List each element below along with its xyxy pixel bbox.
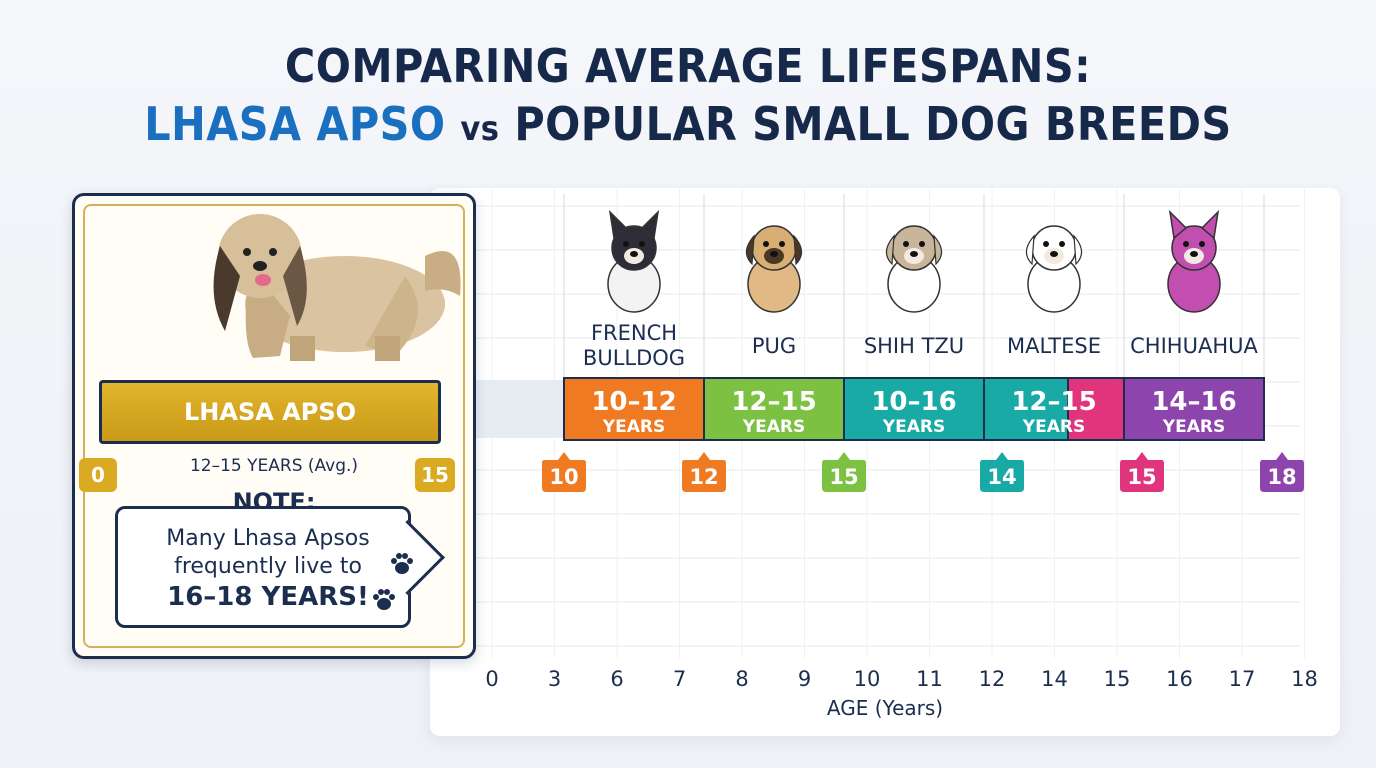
value-pin (542, 452, 586, 492)
x-tick-label: 15 (1104, 667, 1131, 691)
x-tick-label: 7 (673, 667, 686, 691)
value-pin-label: 15 (1127, 465, 1156, 489)
french-bulldog-illustration (607, 209, 661, 313)
title-highlight: LHASA APSO (144, 97, 446, 151)
lifespan-chart: 0 3 6 7 8 9 10 11 12 14 15 16 17 1810–12YEARSFRENCHBU… (430, 188, 1318, 691)
lhasa-apso-bar: LHASA APSO (99, 380, 441, 444)
paw-print-icon (391, 553, 413, 574)
value-pin-label: 18 (1267, 465, 1296, 489)
bar-unit-label: YEARS (882, 417, 945, 437)
x-tick-label: 3 (548, 667, 561, 691)
breed-name-label: BULLDOG (583, 346, 685, 370)
value-pin (1120, 452, 1164, 492)
bar-range-label: 10–12 (591, 387, 676, 417)
lhasa-apso-illustration (213, 214, 461, 361)
bar-unit-label: YEARS (1162, 417, 1225, 437)
note-emphasis: 16–18 YEARS! (167, 582, 369, 612)
title-line-2: LHASA APSO vs POPULAR SMALL DOG BREEDS (69, 94, 1307, 159)
value-pin-label: 10 (549, 465, 578, 489)
maltese-illustration (1025, 225, 1083, 313)
shih-tzu-illustration (885, 225, 943, 313)
value-pin (1260, 452, 1304, 492)
title-line-1: COMPARING AVERAGE LIFESPANS: (284, 39, 1092, 93)
bar-pug (703, 377, 845, 441)
value-pin-label: 14 (987, 465, 1016, 489)
lhasa-apso-card: LHASA APSO 12–15 YEARS (Avg.) 0 15 NOTE:… (72, 193, 476, 659)
bar-shih-tzu (843, 377, 985, 441)
value-pin-label: 15 (829, 465, 858, 489)
x-tick-label: 6 (610, 667, 623, 691)
bar-range-label: 12–15 (1011, 387, 1096, 417)
x-tick-label: 14 (1041, 667, 1068, 691)
title-rest: POPULAR SMALL DOG BREEDS (514, 97, 1232, 151)
pug-illustration (745, 225, 803, 313)
bar-chihuahua (1123, 377, 1265, 441)
breed-name-label: PUG (752, 334, 796, 358)
bar-unit-label: YEARS (1022, 417, 1085, 437)
lhasa-end-pin: 15 (415, 458, 455, 492)
bar-range-label: 14–16 (1151, 387, 1236, 417)
bar-range-label: 12–15 (731, 387, 816, 417)
x-tick-label: 11 (916, 667, 943, 691)
lhasa-start-pin: 0 (79, 458, 117, 492)
note-text: Many Lhasa Apsos frequently live to 16–1… (128, 525, 408, 611)
value-pin (822, 452, 866, 492)
x-tick-label: 17 (1229, 667, 1256, 691)
note-line-2: frequently live to (174, 554, 362, 579)
x-tick-label: 8 (735, 667, 748, 691)
bar-unit-label: YEARS (602, 417, 665, 437)
breed-name-label: SHIH TZU (864, 334, 964, 358)
bar-maltese-overlap (983, 377, 1069, 441)
x-tick-label: 16 (1166, 667, 1193, 691)
x-tick-label: 18 (1291, 667, 1318, 691)
bar-unit-label: YEARS (742, 417, 805, 437)
chart-title: COMPARING AVERAGE LIFESPANS: LHASA APSO … (0, 38, 1376, 159)
x-tick-label: 12 (979, 667, 1006, 691)
value-pin (980, 452, 1024, 492)
lhasa-range-label: 12–15 YEARS (Avg.) (189, 456, 359, 476)
note-line-1: Many Lhasa Apsos (166, 526, 370, 551)
x-tick-label: 0 (485, 667, 498, 691)
breed-name-label: FRENCH (591, 321, 677, 345)
title-vs: vs (460, 109, 500, 149)
x-tick-label: 10 (854, 667, 881, 691)
x-tick-label: 9 (798, 667, 811, 691)
breed-name-label: MALTESE (1007, 334, 1101, 358)
note-callout: Many Lhasa Apsos frequently live to 16–1… (115, 506, 411, 628)
bar-range-label: 10–16 (871, 387, 956, 417)
paw-print-icon (373, 589, 395, 610)
chihuahua-illustration (1167, 209, 1221, 313)
chart-panel: 0 3 6 7 8 9 10 11 12 14 15 16 17 18 10–12 YEARS FRENCH BU… (430, 188, 1340, 736)
value-pin (682, 452, 726, 492)
x-axis-label: AGE (Years) (826, 696, 944, 720)
bar-lead-band (470, 380, 564, 438)
breed-name-label: CHIHUAHUA (1130, 334, 1258, 358)
bar-french-bulldog (563, 377, 705, 441)
card-inner-border (83, 204, 465, 648)
value-pin-label: 12 (689, 465, 718, 489)
